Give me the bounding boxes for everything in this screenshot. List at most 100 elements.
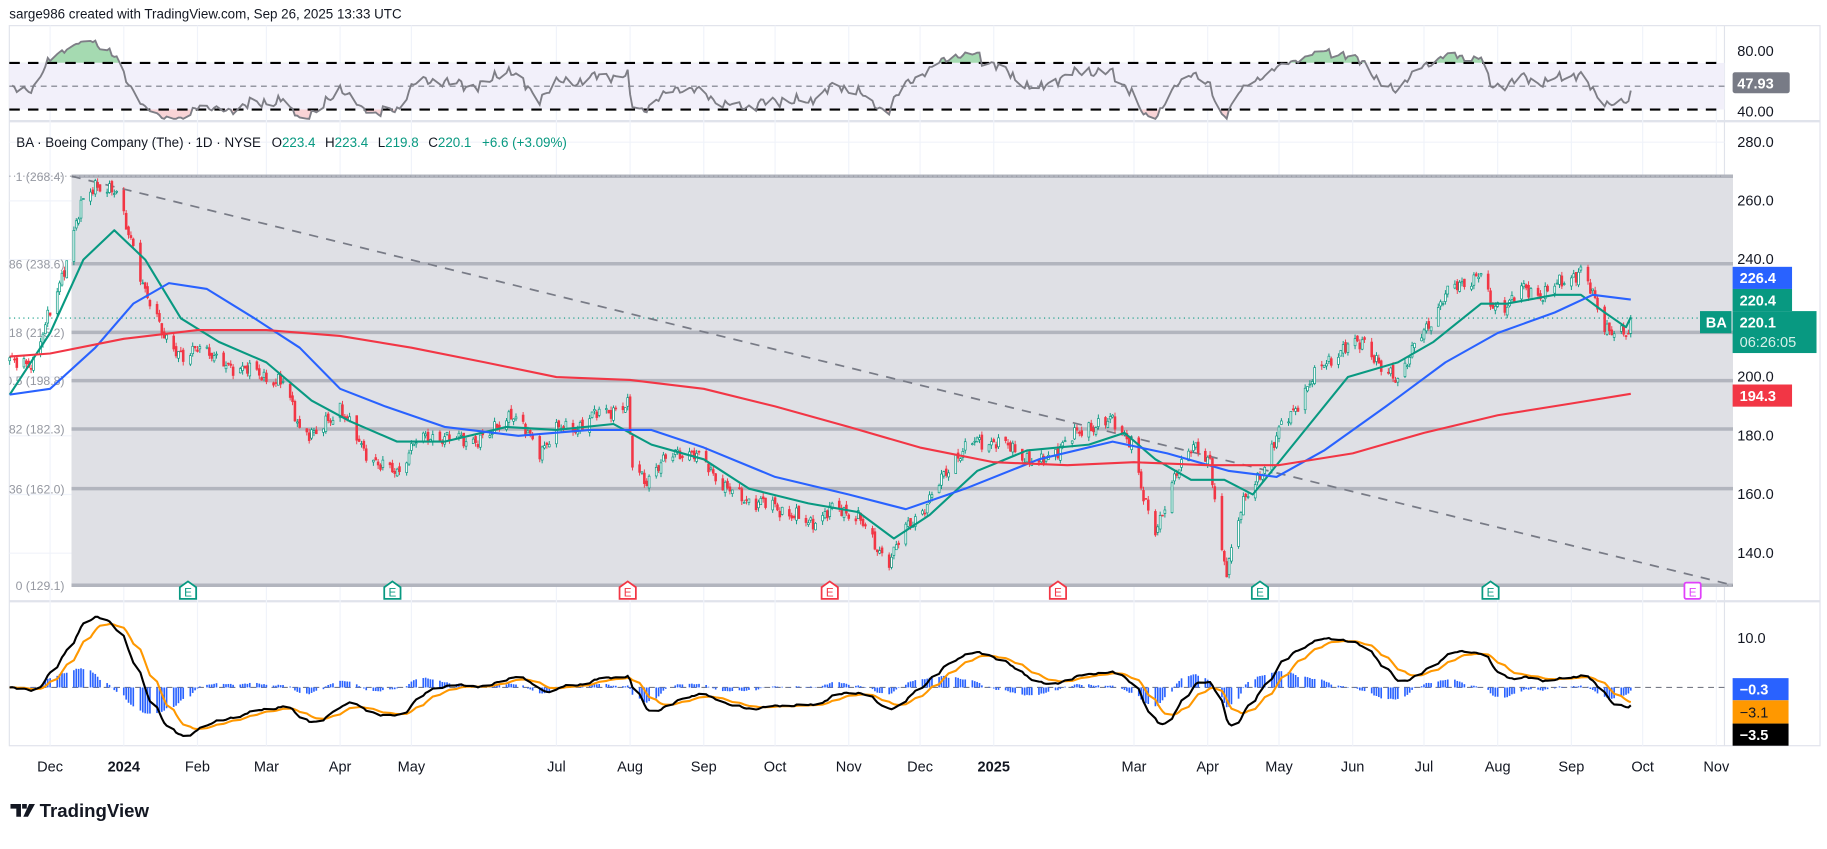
- candle-body: [223, 353, 225, 366]
- macd-histogram-bar: [1112, 686, 1114, 688]
- candle[interactable]: [888, 552, 890, 570]
- candle[interactable]: [30, 365, 32, 373]
- candle[interactable]: [1221, 493, 1223, 551]
- candle[interactable]: [123, 187, 125, 215]
- candle[interactable]: [356, 415, 358, 444]
- candle-body: [265, 373, 267, 381]
- tradingview-logo[interactable]: TradingView: [10, 800, 149, 821]
- candle-body: [715, 474, 717, 481]
- candle[interactable]: [294, 400, 296, 422]
- macd-histogram-bar: [1397, 687, 1399, 698]
- candle[interactable]: [1357, 335, 1359, 342]
- candle-body: [955, 455, 957, 473]
- price-tick-label: 260.0: [1737, 194, 1773, 210]
- candle[interactable]: [47, 306, 49, 327]
- candle[interactable]: [815, 522, 817, 530]
- candle[interactable]: [591, 412, 593, 419]
- candle[interactable]: [938, 484, 940, 494]
- candle[interactable]: [613, 405, 615, 422]
- candle[interactable]: [765, 498, 767, 510]
- candle[interactable]: [1138, 436, 1140, 475]
- candle[interactable]: [16, 357, 18, 370]
- candle[interactable]: [1212, 458, 1214, 488]
- candle[interactable]: [905, 522, 907, 546]
- candle[interactable]: [831, 502, 833, 510]
- candle[interactable]: [955, 454, 957, 474]
- candle[interactable]: [781, 507, 783, 516]
- candle[interactable]: [539, 433, 541, 462]
- macd-signal-line[interactable]: [10, 624, 1631, 729]
- candle[interactable]: [629, 394, 631, 435]
- candle[interactable]: [311, 428, 313, 440]
- candle[interactable]: [59, 281, 61, 295]
- macd-histogram-bar: [760, 687, 762, 688]
- macd-histogram-bar: [175, 687, 177, 705]
- macd-histogram-bar: [1323, 681, 1325, 688]
- candle-body: [391, 463, 393, 472]
- candle[interactable]: [94, 179, 96, 197]
- macd-histogram-bar: [1513, 687, 1515, 693]
- candle[interactable]: [223, 351, 225, 366]
- candle-body: [1573, 274, 1575, 277]
- candle[interactable]: [23, 354, 25, 368]
- candle[interactable]: [1171, 480, 1173, 513]
- macd-histogram-bar: [724, 687, 726, 691]
- candle[interactable]: [798, 505, 800, 518]
- candle[interactable]: [608, 410, 610, 413]
- candle-body: [1397, 378, 1399, 382]
- candle[interactable]: [1530, 287, 1532, 299]
- candle[interactable]: [632, 434, 634, 471]
- candle-body: [1190, 452, 1192, 453]
- candle[interactable]: [463, 433, 465, 448]
- candle[interactable]: [44, 322, 46, 334]
- candle[interactable]: [1604, 305, 1606, 335]
- candle[interactable]: [99, 184, 101, 192]
- earnings-marker[interactable]: E: [1684, 583, 1700, 600]
- candle[interactable]: [396, 468, 398, 477]
- candle[interactable]: [1290, 411, 1292, 425]
- candle[interactable]: [82, 198, 84, 199]
- macd-line[interactable]: [10, 617, 1631, 736]
- candle[interactable]: [1304, 384, 1306, 413]
- price-tick-label: 140.0: [1737, 546, 1773, 562]
- candle[interactable]: [277, 373, 279, 386]
- candle-body: [408, 453, 410, 464]
- macd-histogram-bar: [1409, 687, 1411, 692]
- candle[interactable]: [624, 407, 626, 413]
- macd-histogram-bar: [960, 679, 962, 688]
- candle[interactable]: [61, 271, 63, 287]
- macd-histogram[interactable]: [11, 668, 1631, 713]
- legend[interactable]: BA · Boeing Company (The) · 1D · NYSE O2…: [16, 135, 567, 150]
- candle-body: [1207, 457, 1209, 464]
- candle[interactable]: [73, 227, 75, 266]
- candle-body: [1542, 301, 1544, 302]
- candle[interactable]: [66, 261, 68, 279]
- candle-body: [1114, 417, 1116, 429]
- candle-body: [1421, 338, 1423, 341]
- candle[interactable]: [1140, 469, 1142, 491]
- candle[interactable]: [80, 196, 82, 222]
- candle[interactable]: [173, 333, 175, 351]
- price-pane[interactable]: 1 (268.4)0.786 (238.6)0.618 (215.2)0.5 (…: [0, 170, 1733, 600]
- candle[interactable]: [1162, 515, 1164, 516]
- candle-body: [406, 463, 408, 473]
- candle[interactable]: [1323, 365, 1325, 368]
- candle-body: [796, 508, 798, 520]
- candle[interactable]: [1154, 509, 1156, 537]
- macd-histogram-bar: [1262, 676, 1264, 688]
- candle[interactable]: [1145, 498, 1147, 499]
- candle[interactable]: [439, 430, 441, 442]
- candle[interactable]: [1340, 350, 1342, 356]
- macd-histogram-bar: [838, 682, 840, 687]
- candle[interactable]: [1314, 365, 1316, 385]
- sma200-value: 194.3: [1740, 389, 1776, 405]
- candle[interactable]: [256, 360, 258, 371]
- candle-body: [798, 506, 800, 518]
- candle[interactable]: [49, 313, 51, 317]
- candle[interactable]: [1238, 517, 1240, 548]
- candle[interactable]: [56, 288, 58, 317]
- candle[interactable]: [139, 240, 141, 285]
- macd-histogram-bar: [275, 686, 277, 688]
